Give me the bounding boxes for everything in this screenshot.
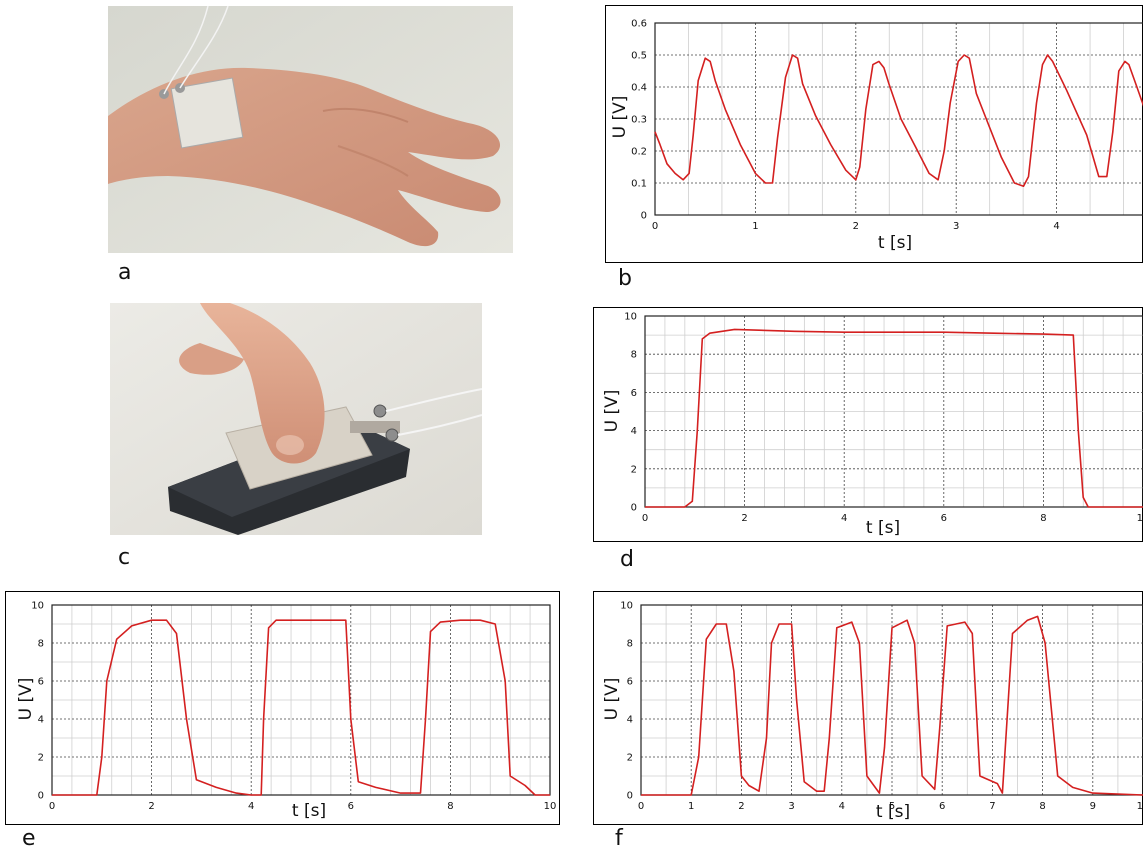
panel-letter-e: e bbox=[22, 826, 36, 851]
x-tick-label: 1 bbox=[752, 221, 758, 232]
y-tick-label: 0.3 bbox=[631, 115, 647, 126]
x-tick-label: 3 bbox=[788, 801, 794, 812]
y-axis-label: U [V] bbox=[602, 678, 622, 721]
x-axis-label: t [s] bbox=[866, 518, 900, 538]
y-tick-label: 6 bbox=[627, 677, 633, 688]
photo-finger-sensor bbox=[110, 303, 482, 535]
chart-f: 0 1 2 3 4 5 6 7 8 9 10 0 2 4 6 8 10 t [s] U [V] bbox=[593, 591, 1143, 825]
y-tick-label: 10 bbox=[624, 312, 637, 323]
minor-grid bbox=[688, 23, 1124, 215]
y-tick-label: 8 bbox=[627, 639, 633, 650]
y-axis-label: U [V] bbox=[16, 678, 36, 721]
x-tick-label: 4 bbox=[839, 801, 845, 812]
y-tick-label: 0 bbox=[641, 211, 647, 222]
panel-letter-d: d bbox=[620, 547, 634, 572]
y-tick-label: 2 bbox=[627, 753, 633, 764]
x-tick-label: 2 bbox=[148, 801, 154, 812]
x-tick-label: 0 bbox=[642, 513, 648, 524]
y-tick-label: 0.1 bbox=[631, 179, 647, 190]
panel-letter-b: b bbox=[618, 266, 632, 291]
x-tick-label: 8 bbox=[447, 801, 453, 812]
major-grid bbox=[654, 22, 1143, 216]
series-line bbox=[654, 54, 1143, 187]
y-tick-label: 6 bbox=[631, 388, 637, 399]
y-tick-label: 0 bbox=[631, 503, 637, 514]
chart-e: 0 2 4 6 8 10 0 2 4 6 8 10 t [s] U [V] bbox=[5, 591, 560, 825]
y-tick-label: 8 bbox=[38, 639, 44, 650]
series-line bbox=[641, 615, 1143, 796]
chart-frame bbox=[5, 591, 560, 825]
x-tick-label: 0 bbox=[652, 221, 658, 232]
chart-b: 01234500.10.20.30.40.50.6t [s]U [V] bbox=[605, 5, 1143, 263]
y-tick-label: 0.6 bbox=[631, 19, 647, 30]
x-tick-label: 10 bbox=[1137, 801, 1143, 812]
minor-grid bbox=[645, 316, 1143, 507]
x-axis-label: t [s] bbox=[878, 233, 912, 253]
x-tick-label: 5 bbox=[889, 801, 895, 812]
photo-wrist-sensor bbox=[108, 6, 513, 253]
series-line bbox=[645, 328, 1143, 508]
x-tick-label: 10 bbox=[1137, 513, 1143, 524]
y-tick-label: 6 bbox=[38, 677, 44, 688]
chart-frame bbox=[593, 591, 1143, 825]
x-tick-label: 1 bbox=[688, 801, 694, 812]
y-tick-label: 10 bbox=[31, 601, 44, 612]
x-tick-label: 10 bbox=[544, 801, 557, 812]
x-axis-label: t [s] bbox=[876, 802, 910, 822]
y-tick-label: 0.5 bbox=[631, 51, 647, 62]
y-tick-label: 2 bbox=[38, 753, 44, 764]
x-tick-label: 4 bbox=[841, 513, 847, 524]
chart-d: 0 2 4 6 8 10 0 2 4 6 8 10 t [s] U [V] bbox=[593, 307, 1143, 542]
y-tick-label: 2 bbox=[631, 464, 637, 475]
y-tick-label: 0.4 bbox=[631, 83, 647, 94]
y-tick-label: 4 bbox=[631, 426, 637, 437]
x-tick-label: 8 bbox=[1039, 801, 1045, 812]
panel-letter-f: f bbox=[615, 826, 623, 851]
series-line bbox=[52, 619, 550, 796]
plot-area bbox=[654, 22, 1143, 216]
x-tick-label: 8 bbox=[1040, 513, 1046, 524]
x-tick-label: 6 bbox=[939, 801, 945, 812]
y-tick-label: 8 bbox=[631, 350, 637, 361]
y-tick-label: 0 bbox=[38, 791, 44, 802]
x-axis-label: t [s] bbox=[292, 801, 326, 821]
chart-frame bbox=[605, 5, 1143, 263]
plot-area bbox=[644, 315, 1143, 508]
x-tick-label: 4 bbox=[1053, 221, 1059, 232]
x-tick-label: 3 bbox=[953, 221, 959, 232]
x-tick-label: 7 bbox=[989, 801, 995, 812]
x-tick-label: 6 bbox=[348, 801, 354, 812]
x-tick-label: 6 bbox=[941, 513, 947, 524]
y-tick-label: 4 bbox=[627, 715, 633, 726]
x-tick-label: 0 bbox=[49, 801, 55, 812]
x-tick-label: 4 bbox=[248, 801, 254, 812]
x-tick-label: 2 bbox=[741, 513, 747, 524]
x-tick-label: 0 bbox=[638, 801, 644, 812]
plot-area bbox=[51, 604, 551, 796]
y-axis-label: U [V] bbox=[602, 390, 622, 433]
panel-letter-a: a bbox=[118, 260, 132, 285]
x-tick-label: 9 bbox=[1090, 801, 1096, 812]
y-tick-label: 4 bbox=[38, 715, 44, 726]
plot-area bbox=[640, 604, 1143, 796]
y-axis-label: U [V] bbox=[610, 96, 630, 139]
y-tick-label: 10 bbox=[620, 601, 633, 612]
minor-grid bbox=[52, 605, 550, 795]
y-tick-label: 0.2 bbox=[631, 147, 647, 158]
y-tick-label: 0 bbox=[627, 791, 633, 802]
x-tick-label: 2 bbox=[738, 801, 744, 812]
panel-letter-c: c bbox=[118, 545, 131, 570]
x-tick-label: 2 bbox=[853, 221, 859, 232]
